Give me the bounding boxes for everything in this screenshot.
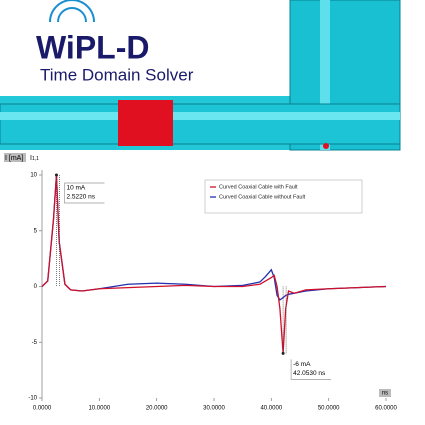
y-tick-label: -5 <box>32 340 38 346</box>
legend-label: Curved Coaxial Cable with Fault <box>219 184 298 190</box>
y-tick-label: 0 <box>34 284 38 290</box>
x-tick-label: 20.0000 <box>146 406 168 412</box>
annotation-y: 10 mA <box>66 185 85 192</box>
logo-arc <box>57 7 87 23</box>
annotation-bracket <box>290 359 332 380</box>
series-line <box>41 174 387 354</box>
legend <box>204 179 363 214</box>
series-label-sub: 1,1 <box>32 156 39 162</box>
x-tick-label: 0.0000 <box>33 406 52 412</box>
annotation-marker <box>54 173 58 177</box>
cable <box>0 103 401 145</box>
fault-segment <box>118 100 173 146</box>
logo-subtitle: Time Domain Solver <box>40 65 194 84</box>
port <box>323 143 329 149</box>
annotation-y: -6 mA <box>293 361 311 368</box>
annotation-marker <box>281 351 285 355</box>
series-label: I1,1 <box>30 155 39 162</box>
x-unit-box <box>379 389 391 397</box>
x-tick-label: 50.0000 <box>318 406 340 412</box>
x-tick-label: 60.0000 <box>375 406 397 412</box>
annotation-x: 2.5220 ns <box>66 194 95 201</box>
cable-highlight <box>0 112 400 120</box>
x-tick-label: 10.0000 <box>88 406 110 412</box>
y-tick-label: 5 <box>34 228 38 234</box>
cable-highlight <box>320 0 330 150</box>
y-label: I [mA] <box>5 155 23 162</box>
annotation-bracket <box>64 183 105 204</box>
x-unit: ns <box>382 391 388 397</box>
x-tick-label: 40.0000 <box>260 406 282 412</box>
logo-panel <box>0 0 290 96</box>
y-label-box <box>4 153 26 162</box>
y-tick-label: 10 <box>30 173 37 179</box>
logo: WiPL-D <box>36 29 149 65</box>
legend-label: Curved Coaxial Cable without Fault <box>219 194 306 200</box>
logo-arc <box>49 0 95 23</box>
y-tick-label: -10 <box>28 396 37 402</box>
annotation-x: 42.0530 ns <box>293 370 326 377</box>
x-tick-label: 30.0000 <box>203 406 225 412</box>
